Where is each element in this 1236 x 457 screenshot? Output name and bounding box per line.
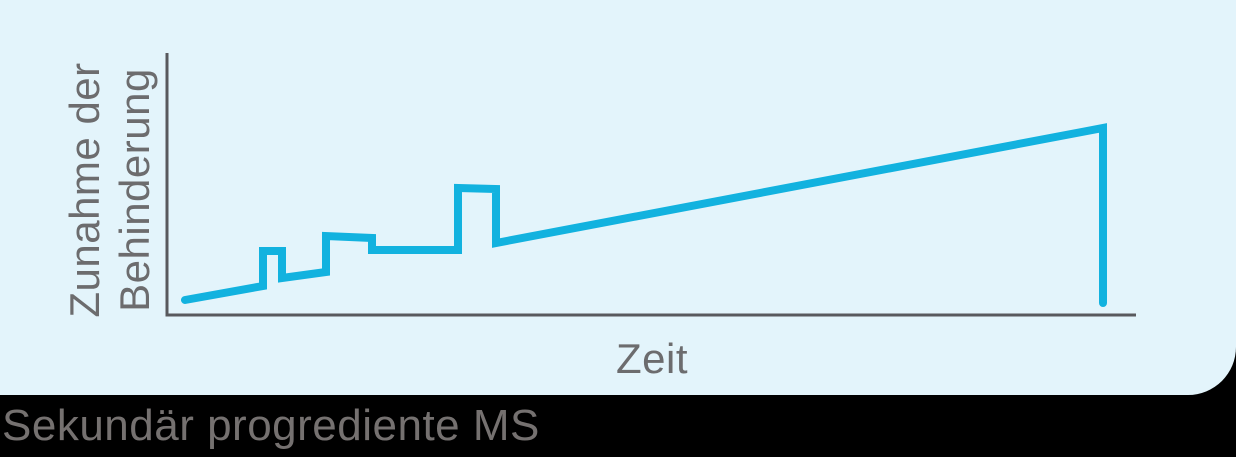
chart-panel: Zunahme der Behinderung Zeit xyxy=(0,0,1236,395)
y-axis-label-line2: Behinderung xyxy=(111,68,158,312)
chart-svg xyxy=(165,53,1136,317)
x-axis-label: Zeit xyxy=(615,335,689,382)
disability-curve xyxy=(181,123,1107,307)
y-axis-label-line1: Zunahme der xyxy=(61,62,108,318)
caption-bar: Sekundär progrediente MS xyxy=(0,395,1236,457)
y-axis-label: Zunahme der Behinderung xyxy=(60,62,160,317)
caption-text: Sekundär progrediente MS xyxy=(2,401,540,450)
